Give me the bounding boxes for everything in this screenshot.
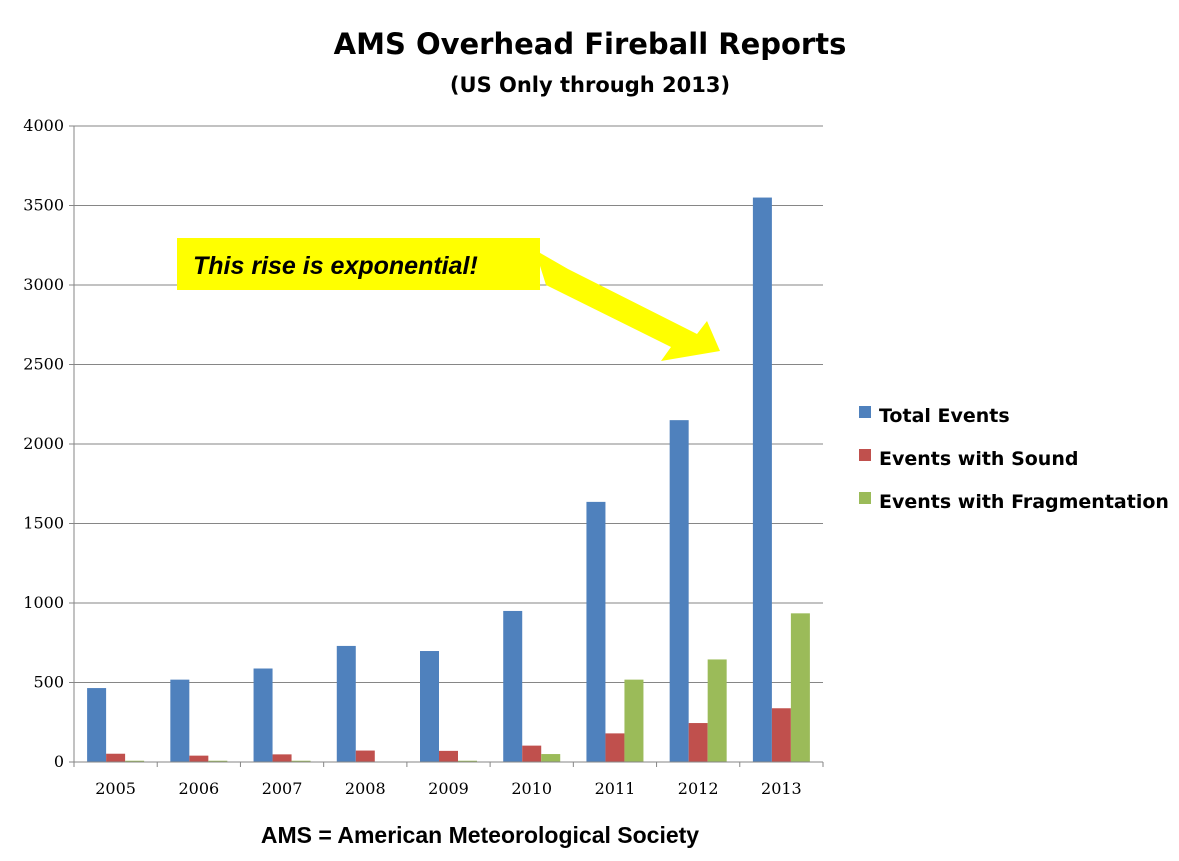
bar-events-with-fragmentation-2007 xyxy=(291,760,311,762)
legend-swatch xyxy=(859,406,871,418)
x-axis: 2005 2006 2007 2008 2009 2010 2011 2012 2013 xyxy=(73,761,824,798)
chart-subtitle: (US Only through 2013) xyxy=(450,73,730,97)
x-tick-label: 2007 xyxy=(262,779,303,798)
bar-events-with-fragmentation-2010 xyxy=(541,754,561,762)
bar-events-with-sound-2011 xyxy=(605,733,625,762)
bar-total-events-2010 xyxy=(503,610,523,762)
bar-total-events-2012 xyxy=(669,420,689,762)
y-tick-label: 2000 xyxy=(23,434,64,453)
annotation-box xyxy=(177,238,540,290)
bar-total-events-2006 xyxy=(170,679,190,762)
bar-total-events-2005 xyxy=(87,688,107,762)
legend-label: Total Events xyxy=(879,405,1010,427)
x-tick-label: 2012 xyxy=(678,779,719,798)
x-tick-label: 2006 xyxy=(178,779,219,798)
y-tick-label: 2500 xyxy=(23,355,64,374)
bar-events-with-fragmentation-2005 xyxy=(125,760,145,762)
bar-total-events-2009 xyxy=(420,651,439,762)
gridlines xyxy=(74,125,823,683)
bar-events-with-fragmentation-2012 xyxy=(707,659,727,762)
annotation-callout: This rise is exponential! xyxy=(177,238,720,361)
x-tick-label: 2009 xyxy=(428,779,469,798)
y-tick-label: 0 xyxy=(54,752,64,771)
legend-label: Events with Sound xyxy=(879,448,1078,470)
bar-events-with-sound-2006 xyxy=(189,755,209,762)
bar-total-events-2011 xyxy=(586,501,606,762)
bar-events-with-sound-2009 xyxy=(439,750,458,762)
y-tick-label: 1000 xyxy=(23,593,64,612)
legend-swatch xyxy=(859,492,871,504)
legend: Total Events Events with Sound Events with… xyxy=(859,405,1169,513)
x-tick-label: 2011 xyxy=(595,779,636,798)
bar-events-with-fragmentation-2013 xyxy=(790,613,810,762)
y-tick-label: 3500 xyxy=(23,196,64,215)
y-axis: 0 500 1000 1500 2000 2500 3000 3500 4000 xyxy=(23,116,75,771)
bar-events-with-fragmentation-2011 xyxy=(624,679,644,762)
footer-note: AMS = American Meteorological Society xyxy=(261,822,699,848)
y-tick-label: 1500 xyxy=(23,514,64,533)
x-tick-label: 2008 xyxy=(345,779,386,798)
legend-label: Events with Fragmentation xyxy=(879,491,1169,513)
y-tick-label: 4000 xyxy=(23,116,64,135)
bar-total-events-2008 xyxy=(336,645,356,762)
annotation-text: This rise is exponential! xyxy=(193,252,478,280)
x-tick-label: 2013 xyxy=(761,779,802,798)
bar-events-with-sound-2005 xyxy=(106,753,126,762)
bar-events-with-fragmentation-2006 xyxy=(208,760,228,762)
bars xyxy=(87,197,810,763)
bar-total-events-2013 xyxy=(752,197,772,763)
bar-events-with-sound-2013 xyxy=(771,708,791,762)
bar-total-events-2007 xyxy=(253,668,273,762)
bar-events-with-sound-2008 xyxy=(355,750,375,762)
y-tick-label: 500 xyxy=(33,673,64,692)
y-tick-label: 3000 xyxy=(23,275,64,294)
chart-title: AMS Overhead Fireball Reports xyxy=(334,27,847,61)
x-tick-label: 2010 xyxy=(511,779,552,798)
bar-events-with-sound-2010 xyxy=(522,745,542,762)
bar-events-with-sound-2012 xyxy=(688,723,708,762)
bar-events-with-sound-2007 xyxy=(272,754,292,762)
legend-swatch xyxy=(859,449,871,461)
x-tick-label: 2005 xyxy=(95,779,136,798)
annotation-arrow xyxy=(535,250,720,361)
bar-events-with-fragmentation-2009 xyxy=(458,760,477,762)
